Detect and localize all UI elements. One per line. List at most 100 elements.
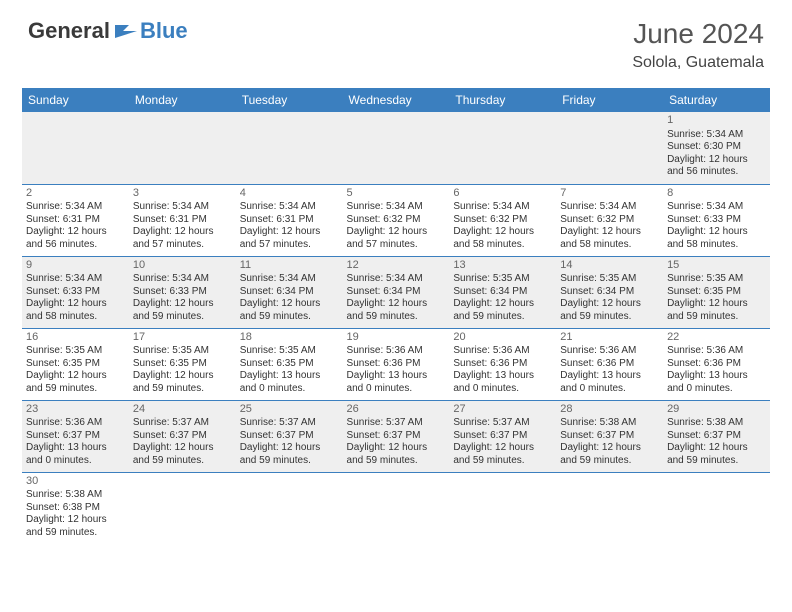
sunrise-line: Sunrise: 5:35 AM: [667, 273, 766, 286]
sunrise-line: Sunrise: 5:34 AM: [347, 201, 446, 214]
daylight-line: Daylight: 12 hours and 56 minutes.: [26, 226, 125, 251]
calendar-empty-cell: [22, 112, 129, 184]
daylight-line: Daylight: 12 hours and 57 minutes.: [240, 226, 339, 251]
calendar-empty-cell: [236, 112, 343, 184]
calendar-table: SundayMondayTuesdayWednesdayThursdayFrid…: [22, 88, 770, 544]
daylight-line: Daylight: 13 hours and 0 minutes.: [347, 370, 446, 395]
sunset-line: Sunset: 6:30 PM: [667, 141, 766, 154]
sunrise-line: Sunrise: 5:38 AM: [26, 489, 125, 502]
day-number: 15: [667, 259, 766, 273]
daylight-line: Daylight: 13 hours and 0 minutes.: [453, 370, 552, 395]
calendar-day-cell: 4Sunrise: 5:34 AMSunset: 6:31 PMDaylight…: [236, 184, 343, 256]
daylight-line: Daylight: 12 hours and 57 minutes.: [133, 226, 232, 251]
calendar-empty-cell: [343, 472, 450, 544]
logo-flag-icon: [115, 22, 137, 43]
calendar-week-row: 9 Sunrise: 5:34 AM Sunset: 6:33 PM Daylight…: [22, 256, 770, 328]
sunset-line: Sunset: 6:32 PM: [347, 214, 446, 227]
day-header: Sunday: [22, 88, 129, 112]
daylight-line: Daylight: 13 hours and 0 minutes.: [26, 442, 125, 467]
sunrise-line: Sunrise: 5:35 AM: [240, 345, 339, 358]
daylight-line: Daylight: 13 hours and 0 minutes.: [667, 370, 766, 395]
daylight-line: Daylight: 12 hours and 59 minutes.: [347, 442, 446, 467]
calendar-day-cell: 16Sunrise: 5:35 AMSunset: 6:35 PMDayligh…: [22, 328, 129, 400]
sunrise-line: Sunrise: 5:37 AM: [133, 417, 232, 430]
daylight-line: Daylight: 12 hours and 57 minutes.: [347, 226, 446, 251]
daylight-line: Daylight: 12 hours and 59 minutes.: [240, 442, 339, 467]
sunrise-line: Sunrise: 5:36 AM: [347, 345, 446, 358]
sunset-line: Sunset: 6:34 PM: [240, 286, 339, 299]
daylight-line: Daylight: 12 hours and 59 minutes.: [453, 442, 552, 467]
daylight-line: Daylight: 12 hours and 59 minutes.: [133, 442, 232, 467]
sunrise-line: Sunrise: 5:34 AM: [667, 129, 766, 142]
day-header: Tuesday: [236, 88, 343, 112]
sunset-line: Sunset: 6:33 PM: [667, 214, 766, 227]
sunset-line: Sunset: 6:33 PM: [26, 286, 125, 299]
calendar-empty-cell: [343, 112, 450, 184]
daylight-line: Daylight: 12 hours and 59 minutes.: [560, 298, 659, 323]
day-number: 17: [133, 331, 232, 345]
sunrise-line: Sunrise: 5:35 AM: [133, 345, 232, 358]
daylight-line: Daylight: 12 hours and 58 minutes.: [667, 226, 766, 251]
day-header: Saturday: [663, 88, 770, 112]
day-number: 29: [667, 403, 766, 417]
daylight-line: Daylight: 12 hours and 58 minutes.: [560, 226, 659, 251]
calendar-week-row: 23Sunrise: 5:36 AMSunset: 6:37 PMDayligh…: [22, 400, 770, 472]
daylight-line: Daylight: 12 hours and 59 minutes.: [453, 298, 552, 323]
sunrise-line: Sunrise: 5:35 AM: [453, 273, 552, 286]
sunrise-line: Sunrise: 5:36 AM: [453, 345, 552, 358]
sunset-line: Sunset: 6:35 PM: [240, 358, 339, 371]
sunrise-line: Sunrise: 5:34 AM: [560, 201, 659, 214]
calendar-day-cell: 21Sunrise: 5:36 AMSunset: 6:36 PMDayligh…: [556, 328, 663, 400]
sunrise-line: Sunrise: 5:35 AM: [26, 345, 125, 358]
day-number: 25: [240, 403, 339, 417]
sunset-line: Sunset: 6:34 PM: [347, 286, 446, 299]
day-number: 3: [133, 187, 232, 201]
calendar-day-cell: 8Sunrise: 5:34 AMSunset: 6:33 PMDaylight…: [663, 184, 770, 256]
sunrise-line: Sunrise: 5:36 AM: [26, 417, 125, 430]
calendar-day-cell: 19Sunrise: 5:36 AMSunset: 6:36 PMDayligh…: [343, 328, 450, 400]
daylight-line: Daylight: 12 hours and 59 minutes.: [133, 370, 232, 395]
sunrise-line: Sunrise: 5:34 AM: [240, 201, 339, 214]
sunrise-line: Sunrise: 5:34 AM: [347, 273, 446, 286]
sunset-line: Sunset: 6:37 PM: [453, 430, 552, 443]
day-number: 26: [347, 403, 446, 417]
calendar-empty-cell: [556, 472, 663, 544]
day-number: 7: [560, 187, 659, 201]
day-header: Thursday: [449, 88, 556, 112]
sunrise-line: Sunrise: 5:34 AM: [667, 201, 766, 214]
calendar-week-row: 2Sunrise: 5:34 AMSunset: 6:31 PMDaylight…: [22, 184, 770, 256]
calendar-empty-cell: [129, 472, 236, 544]
sunset-line: Sunset: 6:31 PM: [133, 214, 232, 227]
sunrise-line: Sunrise: 5:34 AM: [133, 273, 232, 286]
calendar-day-cell: 15Sunrise: 5:35 AMSunset: 6:35 PMDayligh…: [663, 256, 770, 328]
calendar-day-cell: 10Sunrise: 5:34 AMSunset: 6:33 PMDayligh…: [129, 256, 236, 328]
day-number: 28: [560, 403, 659, 417]
day-number: 30: [26, 475, 125, 489]
sunrise-line: Sunrise: 5:38 AM: [560, 417, 659, 430]
day-number: 9: [26, 259, 125, 273]
sunset-line: Sunset: 6:35 PM: [133, 358, 232, 371]
day-number: 10: [133, 259, 232, 273]
sunrise-line: Sunrise: 5:37 AM: [240, 417, 339, 430]
sunset-line: Sunset: 6:31 PM: [26, 214, 125, 227]
calendar-day-cell: 30Sunrise: 5:38 AMSunset: 6:38 PMDayligh…: [22, 472, 129, 544]
daylight-line: Daylight: 12 hours and 59 minutes.: [26, 370, 125, 395]
sunrise-line: Sunrise: 5:34 AM: [240, 273, 339, 286]
calendar-empty-cell: [129, 112, 236, 184]
calendar-day-cell: 22Sunrise: 5:36 AMSunset: 6:36 PMDayligh…: [663, 328, 770, 400]
calendar-day-cell: 7Sunrise: 5:34 AMSunset: 6:32 PMDaylight…: [556, 184, 663, 256]
sunrise-line: Sunrise: 5:35 AM: [560, 273, 659, 286]
sunset-line: Sunset: 6:38 PM: [26, 502, 125, 515]
logo: General Blue: [28, 18, 188, 44]
day-number: 18: [240, 331, 339, 345]
day-number: 1: [667, 114, 766, 128]
day-number: 23: [26, 403, 125, 417]
calendar-day-cell: 5Sunrise: 5:34 AMSunset: 6:32 PMDaylight…: [343, 184, 450, 256]
daylight-line: Daylight: 12 hours and 58 minutes.: [453, 226, 552, 251]
sunset-line: Sunset: 6:36 PM: [453, 358, 552, 371]
calendar-day-cell: 11Sunrise: 5:34 AMSunset: 6:34 PMDayligh…: [236, 256, 343, 328]
calendar-day-cell: 29Sunrise: 5:38 AMSunset: 6:37 PMDayligh…: [663, 400, 770, 472]
sunset-line: Sunset: 6:37 PM: [560, 430, 659, 443]
calendar-day-cell: 20Sunrise: 5:36 AMSunset: 6:36 PMDayligh…: [449, 328, 556, 400]
sunrise-line: Sunrise: 5:36 AM: [560, 345, 659, 358]
